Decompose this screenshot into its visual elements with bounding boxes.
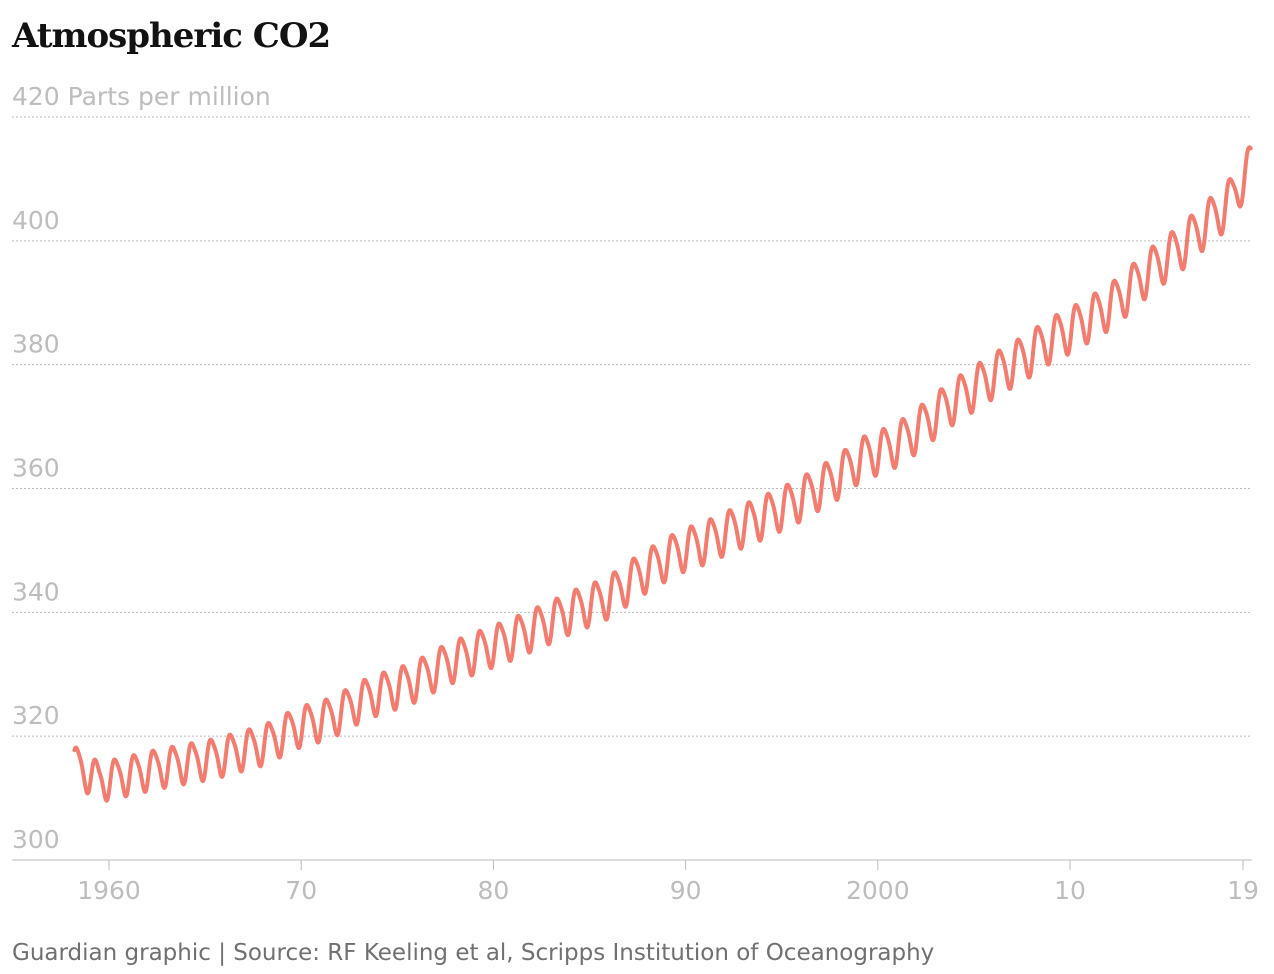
gridlines <box>12 116 1252 737</box>
co2-series-line <box>72 145 1253 803</box>
x-axis-ticks: 1960 70 80 90 2000 10 19 <box>77 860 1259 905</box>
y-tick-label: 360 <box>12 454 60 483</box>
x-tick-label: 10 <box>1054 876 1086 905</box>
x-tick-label: 19 <box>1227 876 1259 905</box>
y-tick-label: 420 Parts per million <box>12 82 271 111</box>
chart-title: Atmospheric CO2 <box>12 16 331 56</box>
x-tick-label: 1960 <box>77 876 141 905</box>
x-tick-label: 80 <box>478 876 510 905</box>
source-note: Guardian graphic | Source: RF Keeling et… <box>12 940 935 966</box>
y-axis-ticks: 300 320 340 360 380 400 420 Parts per million <box>12 82 271 854</box>
x-tick-label: 70 <box>285 876 317 905</box>
y-tick-label: 380 <box>12 330 60 359</box>
y-tick-label: 320 <box>12 701 60 730</box>
y-tick-label: 400 <box>12 206 60 235</box>
x-tick-label: 90 <box>670 876 702 905</box>
y-tick-label: 300 <box>12 825 60 854</box>
x-tick-label: 2000 <box>846 876 910 905</box>
y-tick-label: 340 <box>12 577 60 606</box>
